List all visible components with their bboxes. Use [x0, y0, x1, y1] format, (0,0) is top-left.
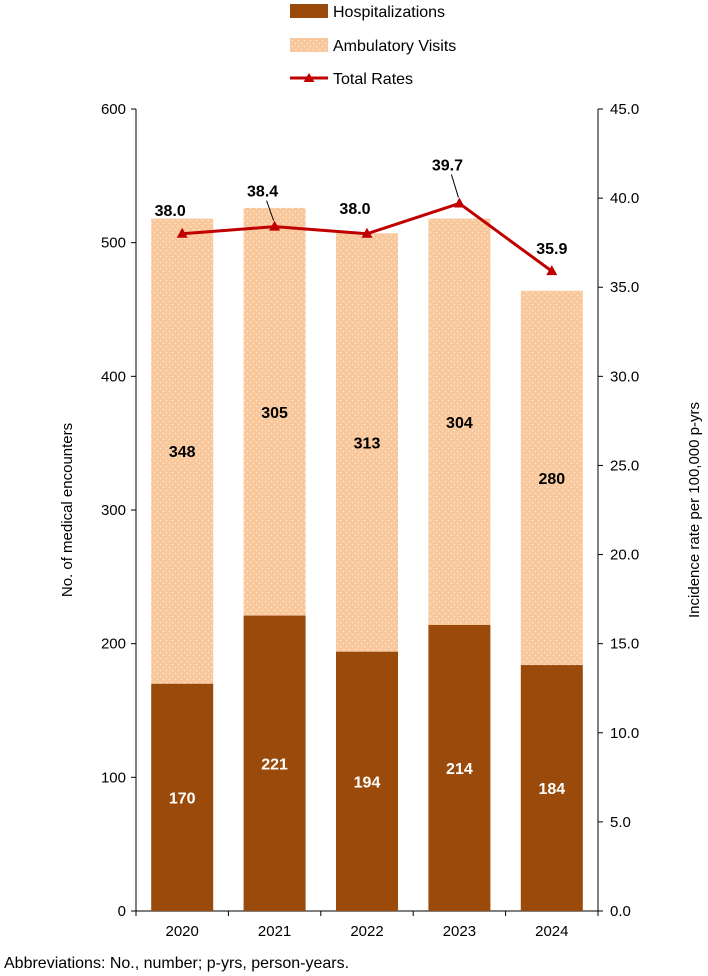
left-tick-label: 600 — [101, 101, 126, 118]
total-rates-marker — [546, 265, 558, 276]
bar-ambulatory-visits — [336, 233, 398, 652]
right-tick-label: 45.0 — [610, 101, 639, 118]
right-tick-label: 0.0 — [610, 903, 631, 920]
legend-marker-total-rates — [303, 73, 315, 82]
right-tick-label: 5.0 — [610, 814, 631, 831]
x-tick-label: 2022 — [350, 923, 383, 940]
footnote: Abbreviations: No., number; p-yrs, perso… — [4, 955, 349, 972]
left-tick-label: 300 — [101, 502, 126, 519]
total-rates-marker — [269, 220, 281, 231]
right-tick-label: 40.0 — [610, 190, 639, 207]
data-label-total-rates: 35.9 — [536, 241, 567, 258]
bar-hospitalizations — [520, 665, 583, 911]
data-label-total-rates: 38.0 — [155, 203, 186, 220]
legend: Hospitalizations Ambulatory Visits Total… — [290, 4, 456, 88]
right-tick-label: 15.0 — [610, 636, 639, 653]
x-tick-label: 2024 — [535, 923, 568, 940]
total-rates-marker — [361, 227, 373, 238]
bar-hospitalizations — [428, 624, 491, 911]
bar-hospitalizations — [243, 615, 306, 911]
data-label-hospitalizations: 194 — [354, 774, 381, 791]
right-tick-label: 10.0 — [610, 725, 639, 742]
legend-item-total-rates: Total Rates — [290, 71, 413, 88]
x-tick-label: 2020 — [166, 923, 199, 940]
legend-label-total-rates: Total Rates — [333, 71, 413, 88]
data-label-total-rates: 38.0 — [339, 201, 370, 218]
left-tick-label: 100 — [101, 769, 126, 786]
y-axis-title: No. of medical encounters — [59, 423, 76, 597]
data-label-ambulatory-visits: 304 — [446, 415, 473, 432]
data-label-ambulatory-visits: 348 — [169, 444, 196, 461]
rate-line: 38.0 38.4 38.0 39.7 35.9 — [155, 157, 567, 276]
x-tick-label: 2021 — [258, 923, 291, 940]
data-label-hospitalizations: 221 — [261, 756, 288, 773]
data-label-ambulatory-visits: 313 — [354, 435, 381, 452]
bars — [151, 207, 583, 911]
bar-ambulatory-visits — [243, 207, 306, 616]
right-tick-label: 25.0 — [610, 457, 639, 474]
data-label-total-rates: 38.4 — [247, 184, 278, 201]
left-tick-label: 0 — [118, 903, 126, 920]
left-tick-label: 200 — [101, 636, 126, 653]
y2-axis-title: Incidence rate per 100,000 p-yrs — [686, 402, 703, 618]
right-tick-label: 20.0 — [610, 547, 639, 564]
x-tick-label: 2023 — [443, 923, 476, 940]
x-axis-ticks: 2020 2021 2022 2023 2024 — [135, 911, 599, 940]
bar-hospitalizations — [336, 651, 398, 911]
rate-label-leader — [450, 174, 459, 198]
right-tick-label: 35.0 — [610, 279, 639, 296]
legend-item-ambulatory-visits: Ambulatory Visits — [290, 38, 456, 55]
legend-label-ambulatory-visits: Ambulatory Visits — [333, 38, 456, 55]
left-tick-label: 400 — [101, 368, 126, 385]
left-axis-ticks: 0 100 200 300 400 500 600 — [101, 101, 136, 920]
data-label-ambulatory-visits: 305 — [261, 405, 288, 422]
data-label-hospitalizations: 214 — [446, 761, 473, 778]
data-label-total-rates: 39.7 — [432, 157, 463, 174]
bar-ambulatory-visits — [520, 290, 583, 666]
rate-label-leader — [266, 200, 275, 221]
left-tick-label: 500 — [101, 235, 126, 252]
right-axis-ticks: 0.0 5.0 10.0 15.0 20.0 25.0 30.0 35.0 40.0 45.0 — [598, 101, 639, 920]
data-label-hospitalizations: 184 — [538, 781, 565, 798]
bar-ambulatory-visits — [151, 218, 214, 684]
legend-swatch-hospitalizations — [290, 4, 328, 18]
total-rates-marker — [453, 197, 465, 208]
bar-labels: 348 170 305 221 313 194 304 214 280 184 — [169, 405, 565, 808]
data-label-ambulatory-visits: 280 — [538, 471, 565, 488]
legend-item-hospitalizations: Hospitalizations — [290, 4, 445, 21]
bar-hospitalizations — [151, 683, 214, 911]
total-rates-marker — [176, 227, 188, 238]
right-tick-label: 30.0 — [610, 368, 639, 385]
data-label-hospitalizations: 170 — [169, 790, 196, 807]
bar-ambulatory-visits — [428, 218, 491, 625]
legend-label-hospitalizations: Hospitalizations — [333, 4, 445, 21]
legend-swatch-ambulatory-visits — [290, 38, 328, 52]
